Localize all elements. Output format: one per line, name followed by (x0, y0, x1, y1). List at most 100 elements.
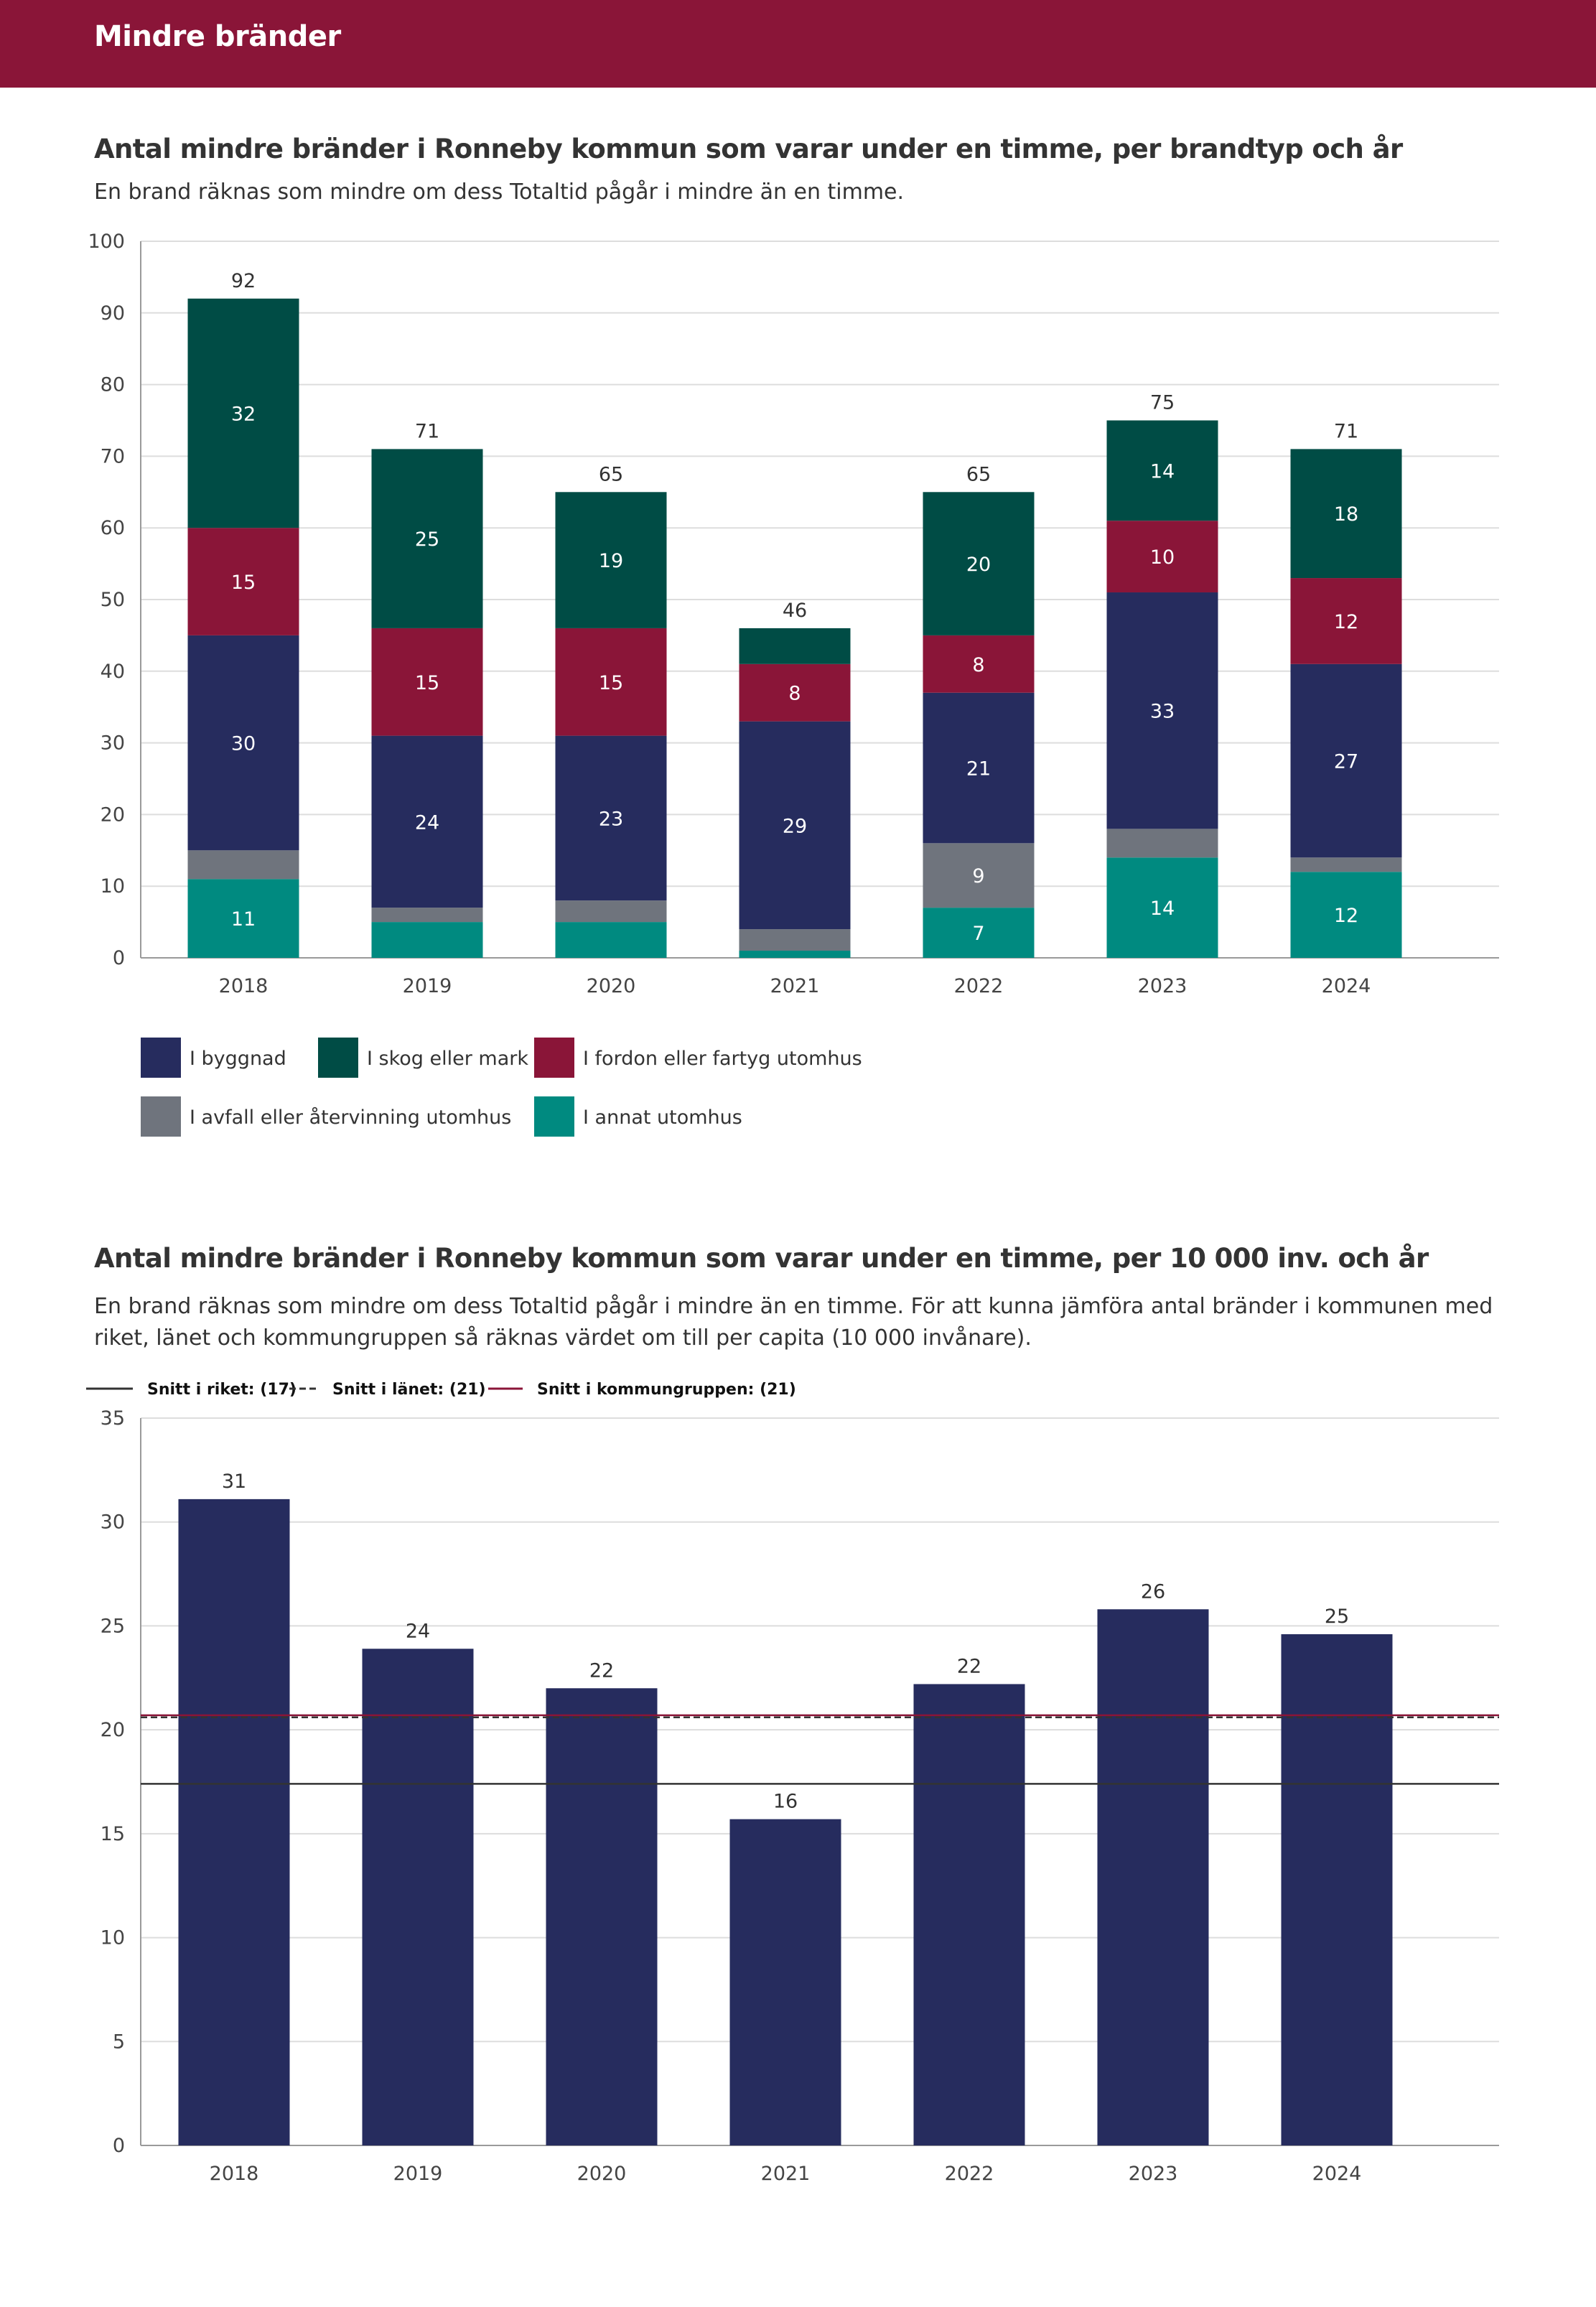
bar-segment-label: 8 (788, 683, 801, 705)
chart1-subtitle: En brand räknas som mindre om dess Total… (94, 180, 905, 205)
bar-segment-label: 14 (1150, 898, 1175, 920)
bar (1097, 1609, 1209, 2145)
bar-segment (1106, 420, 1218, 521)
chart1-title: Antal mindre bränder i Ronneby kommun so… (94, 134, 1403, 164)
x-tick-label: 2019 (403, 975, 452, 997)
bar-segment (1290, 663, 1402, 858)
y-tick-label: 10 (101, 875, 125, 898)
bar (362, 1649, 474, 2145)
bar-segment-label: 8 (972, 654, 984, 676)
y-tick-label: 35 (101, 1407, 125, 1430)
bar-segment (187, 635, 299, 851)
bar-segment (739, 663, 851, 722)
bar-segment (739, 721, 851, 930)
x-tick-label: 2024 (1312, 2163, 1362, 2185)
bar-segment (923, 492, 1035, 635)
bar-segment-label: 11 (231, 908, 256, 931)
x-tick-label: 2022 (945, 2163, 994, 2185)
y-tick-label: 0 (113, 947, 125, 969)
bar-segment-label: 23 (599, 808, 623, 830)
bar-segment-label: 27 (1334, 751, 1358, 773)
bar-total-label: 65 (966, 463, 991, 485)
bar-segment-label: 20 (966, 554, 991, 576)
bar-segment (555, 922, 667, 958)
bar-segment (923, 692, 1035, 844)
bar-total-label: 75 (1150, 392, 1175, 414)
bar (546, 1688, 658, 2145)
y-tick-label: 15 (101, 1823, 125, 1845)
x-tick-label: 2022 (954, 975, 1004, 997)
legend-swatch (141, 1038, 181, 1078)
bar-segment (923, 635, 1035, 693)
x-tick-label: 2018 (219, 975, 269, 997)
x-tick-label: 2020 (577, 2163, 627, 2185)
bar-value-label: 22 (957, 1655, 981, 1677)
bar-segment-label: 14 (1150, 460, 1175, 483)
bar-segment-label: 33 (1150, 701, 1175, 723)
bar-segment (1106, 592, 1218, 829)
y-tick-label: 40 (101, 661, 125, 683)
bar-segment-label: 9 (972, 865, 984, 887)
y-tick-label: 25 (101, 1615, 125, 1637)
legend-label: I byggnad (190, 1048, 286, 1070)
bar-segment (1106, 829, 1218, 858)
bar-segment-label: 7 (972, 923, 984, 945)
legend-swatch (534, 1038, 574, 1078)
y-tick-label: 10 (101, 1927, 125, 1949)
x-tick-label: 2023 (1138, 975, 1187, 997)
bar-segment-label: 32 (231, 404, 256, 426)
bar-segment (371, 922, 483, 958)
x-tick-label: 2018 (210, 2163, 259, 2185)
bar-segment-label: 21 (966, 758, 991, 780)
bar-segment (1106, 857, 1218, 958)
bar-total-label: 92 (231, 270, 256, 292)
bar (178, 1499, 290, 2145)
legend-swatch (141, 1096, 181, 1137)
bar-segment (1290, 872, 1402, 958)
bar-segment (1290, 857, 1402, 872)
bar-segment (739, 628, 851, 664)
reference-legend-label: Snitt i riket: (17) (147, 1381, 297, 1399)
bar-segment-label: 25 (415, 528, 439, 551)
bar-segment (1290, 578, 1402, 664)
bar-segment-label: 10 (1150, 546, 1175, 569)
bar-segment-label: 12 (1334, 611, 1358, 633)
bar-value-label: 24 (406, 1620, 430, 1642)
bar-segment-label: 15 (231, 572, 256, 594)
y-tick-label: 80 (101, 374, 125, 396)
bar-segment (187, 879, 299, 958)
y-tick-label: 50 (101, 589, 125, 611)
chart2-bar: Snitt i riket: (17) Snitt i länet: (21) Sn… (86, 1381, 1499, 2185)
bar (1281, 1634, 1393, 2145)
bar-segment-label: 30 (231, 733, 256, 755)
bar-segment (187, 528, 299, 635)
y-tick-label: 90 (101, 302, 125, 325)
reference-legend-label: Snitt i kommungruppen: (21) (537, 1381, 796, 1399)
bar-value-label: 16 (773, 1791, 798, 1813)
y-tick-label: 20 (101, 1719, 125, 1741)
bar-value-label: 25 (1325, 1605, 1349, 1628)
chart1-stacked-bar: 0102030405060708090100113015329220182415… (88, 230, 1499, 1137)
bar-segment (1106, 521, 1218, 593)
bar-segment (555, 628, 667, 736)
y-tick-label: 20 (101, 803, 125, 826)
bar-segment (371, 908, 483, 923)
legend-label: I avfall eller återvinning utomhus (190, 1106, 511, 1129)
bar-value-label: 22 (589, 1659, 614, 1682)
bar-segment-label: 18 (1334, 503, 1358, 526)
y-tick-label: 60 (101, 517, 125, 539)
bar-segment (923, 843, 1035, 908)
x-tick-label: 2019 (393, 2163, 443, 2185)
bar-segment (1290, 449, 1402, 579)
bar-segment (739, 951, 851, 958)
legend-swatch (534, 1096, 574, 1137)
bar-segment (555, 735, 667, 901)
reference-legend-label: Snitt i länet: (21) (332, 1381, 486, 1399)
x-tick-label: 2024 (1322, 975, 1371, 997)
bar-segment (371, 449, 483, 628)
bar-segment-label: 15 (415, 672, 439, 694)
bar-segment (187, 850, 299, 880)
bar-total-label: 71 (1334, 420, 1358, 442)
chart2-title: Antal mindre bränder i Ronneby kommun so… (94, 1243, 1429, 1274)
x-tick-label: 2021 (770, 975, 820, 997)
